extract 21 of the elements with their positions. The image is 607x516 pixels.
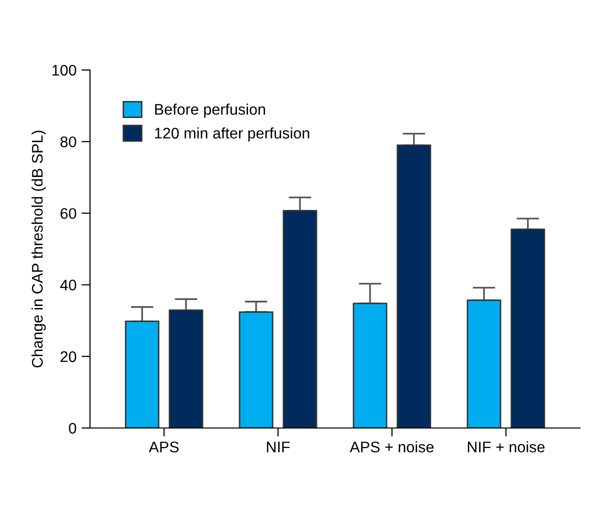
x-tick-label: NIF xyxy=(266,442,290,452)
bar xyxy=(238,311,274,428)
bar xyxy=(466,300,502,428)
bar xyxy=(282,210,318,428)
bar xyxy=(396,144,432,428)
x-tick-label: NIF + noise xyxy=(468,441,545,452)
x-tick-label: APS xyxy=(148,442,179,452)
bar xyxy=(510,228,546,428)
y-tick-label: 60 xyxy=(60,208,76,219)
y-tick-label: 40 xyxy=(60,280,76,290)
bar xyxy=(124,320,160,428)
bar xyxy=(352,302,388,428)
y-tick-label: 20 xyxy=(60,351,76,362)
x-tick-label: APS + noise xyxy=(350,441,434,452)
legend-label: Before perfusion xyxy=(155,104,266,118)
y-tick-label: 80 xyxy=(60,136,76,148)
y-axis-title: Change in CAP threshold (dB SPL) xyxy=(32,130,46,368)
legend-label: 120 min after perfusion xyxy=(155,127,310,142)
bar xyxy=(168,310,204,428)
y-tick-label: 100 xyxy=(52,64,76,76)
y-tick-label: 0 xyxy=(68,422,76,434)
